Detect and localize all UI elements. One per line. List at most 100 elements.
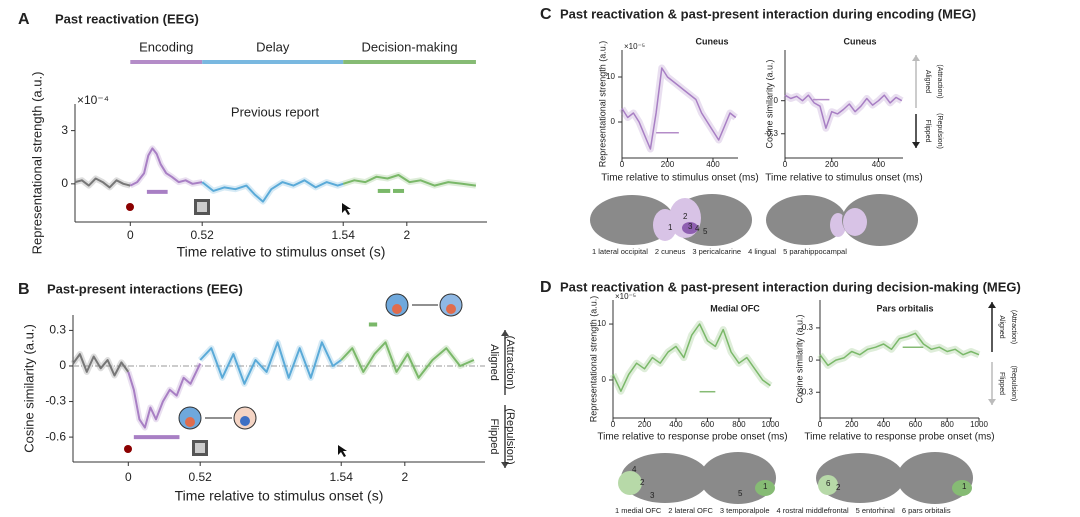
arrow-label: Aligned	[924, 70, 931, 93]
arrow-label: (Repulsion)	[504, 408, 516, 464]
x-tick-label: 0	[127, 228, 134, 242]
series-line	[612, 323, 771, 392]
phase-label: Encoding	[139, 39, 193, 54]
phase-label: Decision-making	[362, 39, 458, 54]
brain-lateral	[618, 453, 709, 503]
y-axis-label: Representational strength (a.u.)	[29, 72, 44, 255]
arrow-head	[501, 462, 509, 468]
y-axis-label: Representational strength (a.u.)	[588, 296, 598, 423]
arrow-label: (Attraction)	[936, 64, 943, 98]
x-tick-label: 2	[403, 228, 410, 242]
series-line	[74, 177, 131, 189]
x-tick-label: 200	[825, 160, 839, 169]
arrow-head	[988, 302, 996, 308]
x-tick-label: 1000	[762, 420, 780, 429]
x-tick-label: 200	[638, 420, 652, 429]
series-line	[199, 341, 342, 385]
region-number: 2	[836, 483, 841, 492]
panel-title: Past reactivation & past-present interac…	[560, 6, 976, 21]
brain-lateral	[590, 195, 677, 245]
region-number: 5	[738, 489, 743, 498]
subplot-title: Medial OFC	[710, 303, 760, 313]
region-number: 4	[632, 465, 637, 474]
series-line	[201, 179, 344, 203]
arrow-head	[988, 399, 996, 405]
subplot-title: Cuneus	[695, 36, 728, 46]
x-axis-label: Time relative to response probe onset (m…	[597, 432, 787, 443]
arrow-label: Aligned	[488, 344, 500, 381]
y-axis-label: Cosine similarity (a.u.)	[764, 59, 774, 148]
region-name: 1 medial OFC	[615, 506, 662, 515]
x-axis-label: Time relative to stimulus onset (ms)	[765, 173, 922, 184]
arrow-label: Aligned	[998, 315, 1005, 338]
region-number: 2	[640, 478, 645, 487]
panel-letter: C	[540, 6, 552, 23]
region-name: 2 lateral OFC	[668, 506, 713, 515]
x-tick-label: 600	[701, 420, 715, 429]
series-line	[342, 174, 477, 187]
y-tick-label: -0.3	[764, 129, 778, 138]
y-exponent: ×10⁻⁵	[615, 292, 636, 301]
brain-medial	[669, 194, 752, 246]
y-axis-label: Cosine similarity (a.u.)	[21, 324, 36, 453]
region-number: 3	[650, 491, 655, 500]
region-name: 3 temporalpole	[720, 506, 770, 515]
x-tick-label: 0	[125, 470, 132, 484]
x-axis-label: Time relative to stimulus onset (ms)	[601, 173, 758, 184]
topomap-pair	[385, 293, 463, 317]
subplot-title: Pars orbitalis	[876, 303, 933, 313]
region-number: 1	[668, 223, 673, 232]
x-tick-label: 600	[909, 420, 923, 429]
series-line	[340, 341, 475, 379]
phase-bar	[202, 60, 344, 64]
phase-bar	[130, 60, 203, 64]
y-axis-label: Cosine similarity (a.u.)	[794, 314, 804, 403]
series-band	[128, 145, 203, 189]
x-tick-label: 1000	[970, 420, 988, 429]
x-tick-label: 0.52	[191, 228, 215, 242]
panel-letter: A	[18, 11, 30, 28]
arrow-label: (Attraction)	[1010, 310, 1017, 344]
series-line	[72, 353, 130, 377]
y-tick-label: -0.3	[799, 387, 813, 396]
x-tick-label: 0	[783, 160, 788, 169]
region-name: 5 parahippocampal	[783, 247, 847, 256]
region-legend: 1 medial OFC 2 lateral OFC 3 temporalpole 4…	[615, 506, 951, 515]
panel-title: Past reactivation & past-present interac…	[560, 279, 1021, 294]
arrow-head	[912, 142, 920, 148]
y-tick-label: 0.3	[802, 323, 814, 332]
phase-label: Delay	[256, 39, 290, 54]
panel-letter: D	[540, 279, 552, 296]
region-number: 1	[763, 482, 768, 491]
arrow-label: Flipped	[488, 418, 500, 454]
stimulus-icon-inner	[195, 443, 205, 453]
series-line	[127, 363, 202, 429]
y-tick-label: -0.6	[45, 429, 66, 443]
x-tick-label: 1.54	[330, 470, 354, 484]
x-tick-label: 400	[706, 160, 720, 169]
x-tick-label: 400	[877, 420, 891, 429]
arrow-label: Flipped	[924, 120, 931, 143]
arrow-head	[501, 330, 509, 336]
y-tick-label: 3	[61, 123, 68, 137]
region-number: 2	[683, 212, 688, 221]
arrow-label: Flipped	[998, 372, 1005, 395]
region-name: 2 cuneus	[655, 247, 686, 256]
region-name: 4 rostral middlefrontal	[777, 506, 849, 515]
region-name: 5 entorhinal	[856, 506, 896, 515]
region-legend: 1 lateral occipital 2 cuneus 3 pericalcari…	[592, 247, 847, 256]
brain-lateral	[816, 453, 904, 503]
subplot-title: Previous report	[231, 104, 320, 119]
y-tick-label: 0	[602, 375, 607, 384]
stimulus-icon-inner	[197, 202, 207, 212]
series-band	[619, 64, 738, 153]
brain-lateral	[766, 195, 846, 245]
region-name: 4 lingual	[748, 247, 776, 256]
series-line	[621, 67, 737, 150]
region-name: 3 pericalcarine	[692, 247, 741, 256]
y-tick-label: 0.3	[49, 323, 66, 337]
x-tick-label: 0.52	[189, 470, 213, 484]
region-number: 1	[962, 482, 967, 491]
panel-title: Past reactivation (EEG)	[55, 11, 199, 26]
